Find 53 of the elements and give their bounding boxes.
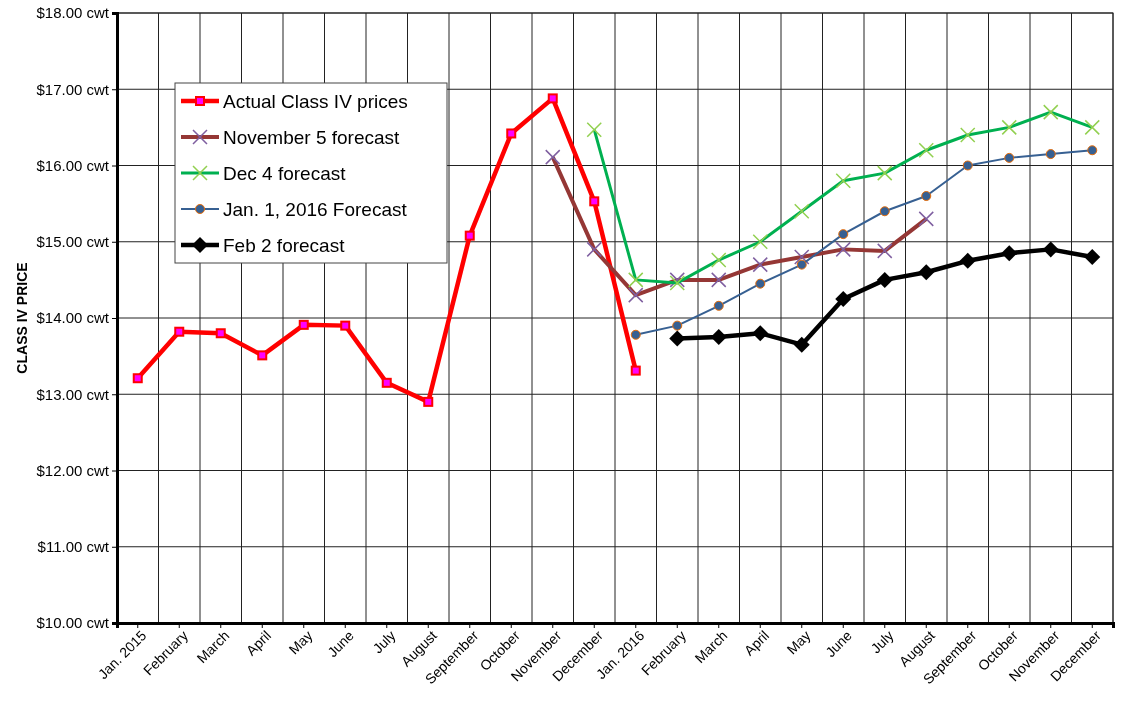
point [876,271,893,288]
point [257,350,268,361]
point [464,230,475,241]
y-tick-label: $15.00 cwt [36,233,110,251]
y-tick-label: $18.00 cwt [36,4,110,22]
y-tick-label: $11.00 cwt [37,538,110,556]
point [132,373,143,384]
legend-label: November 5 forecast [223,126,401,148]
point [1087,145,1098,156]
point [381,377,392,388]
point [710,329,727,346]
point [672,320,683,331]
y-tick-label: $17.00 cwt [36,80,110,98]
y-axis-title: CLASS IV PRICE [14,262,30,374]
point [1042,241,1059,258]
legend-label: Dec 4 forecast [223,162,347,184]
point [796,259,807,270]
point [547,93,558,104]
point [423,396,434,407]
point [669,330,686,347]
y-tick-label: $12.00 cwt [36,461,110,479]
point [752,325,769,342]
point [793,336,810,353]
point [630,365,641,376]
point [835,290,852,307]
legend-label: Actual Class IV prices [223,90,408,112]
point [215,328,226,339]
point [340,320,351,331]
point [1084,249,1101,265]
point [174,326,185,337]
point [959,252,976,269]
point [298,319,309,330]
y-tick-label: $14.00 cwt [36,309,110,327]
point [506,128,517,139]
point [630,329,641,340]
point [1001,245,1018,262]
legend-label: Feb 2 forecast [223,234,346,256]
y-tick-label: $13.00 cwt [36,385,110,403]
legend-label: Jan. 1, 2016 Forecast [223,198,408,220]
point [962,160,973,171]
point [713,300,724,311]
y-tick-label: $16.00 cwt [36,156,110,174]
point [921,191,932,201]
point [1045,149,1056,160]
point [838,229,849,240]
x-tick-label: July [369,627,399,657]
point [589,196,600,207]
point [879,206,890,217]
point [918,264,935,281]
x-tick-label: July [867,627,897,657]
point [1004,152,1015,163]
point [755,278,766,289]
y-tick-label: $10.00 cwt [36,614,110,632]
